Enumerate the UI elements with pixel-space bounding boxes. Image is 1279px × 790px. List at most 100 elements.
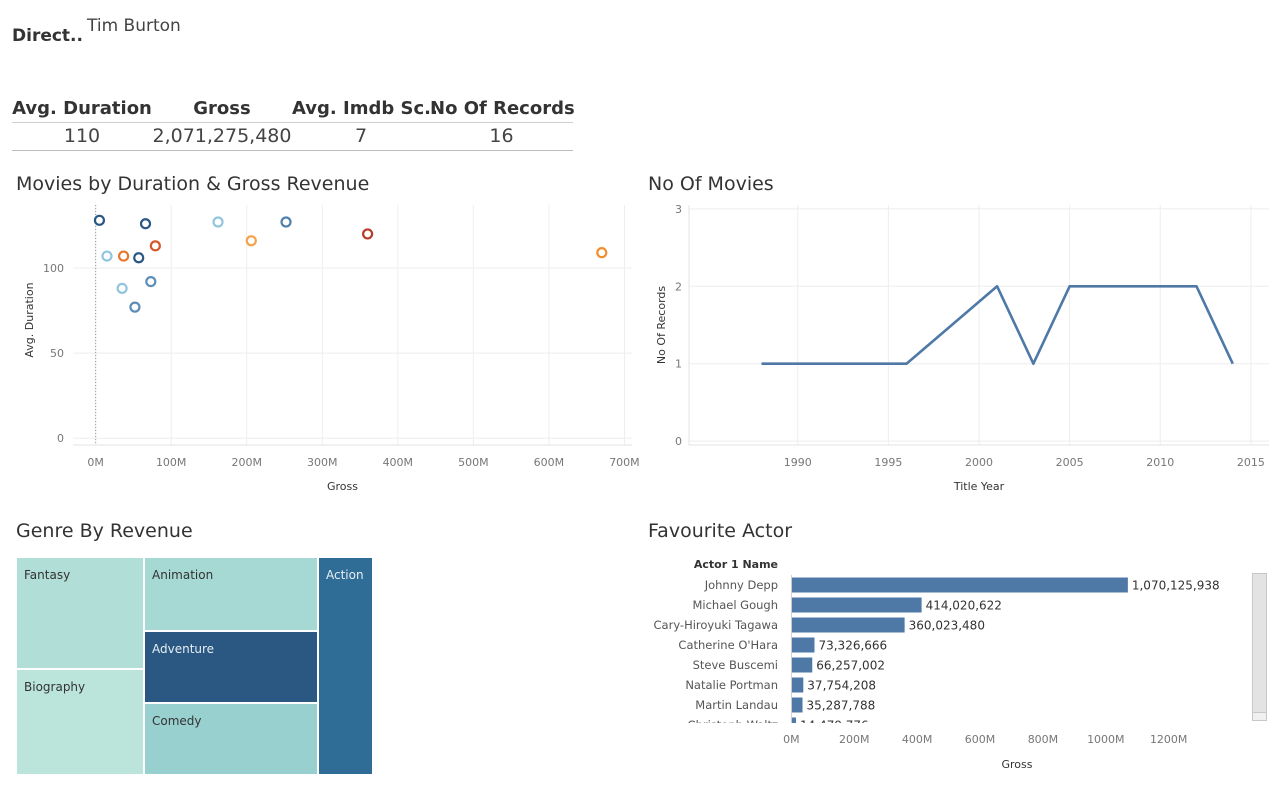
scatter-point[interactable] bbox=[212, 216, 224, 228]
treemap-cell-action[interactable]: Action bbox=[318, 557, 373, 775]
line-y-tick-label: 3 bbox=[675, 203, 682, 216]
bar-x-tick-label: 0M bbox=[783, 733, 800, 746]
line-x-tick-label: 2010 bbox=[1146, 456, 1174, 469]
scrollbar-thumb[interactable] bbox=[1253, 574, 1266, 713]
scatter-point[interactable] bbox=[145, 275, 157, 288]
treemap-cell-biography[interactable]: Biography bbox=[16, 669, 144, 775]
scatter-y-tick-label: 50 bbox=[50, 347, 64, 360]
kpi-table: Avg. Duration Gross Avg. Imdb Sc.. No Of… bbox=[12, 96, 575, 151]
bar-x-tick-label: 1200M bbox=[1150, 733, 1188, 746]
bar-category-label[interactable]: Steve Buscemi bbox=[693, 658, 778, 672]
kpi-header-gross: Gross bbox=[193, 98, 251, 119]
bar-natalie-portman[interactable] bbox=[791, 677, 804, 693]
scatter-point[interactable] bbox=[362, 228, 374, 240]
kpi-header-avg-duration: Avg. Duration bbox=[12, 98, 152, 119]
bar-steve-buscemi[interactable] bbox=[791, 657, 813, 673]
kpi-value-avg-duration: 110 bbox=[63, 125, 101, 147]
scatter-x-tick-label: 400M bbox=[383, 456, 414, 469]
bar-category-label[interactable]: Martin Landau bbox=[695, 698, 778, 712]
bar-value-label: 360,023,480 bbox=[909, 619, 985, 633]
line-x-tick-label: 2015 bbox=[1237, 456, 1265, 469]
line-y-axis-label: No Of Records bbox=[655, 286, 668, 364]
line-series-no-of-records[interactable] bbox=[761, 284, 1234, 366]
bar-category-label[interactable]: Christoph Waltz bbox=[688, 718, 778, 732]
scatter-point[interactable] bbox=[280, 216, 292, 228]
treemap-label: Adventure bbox=[152, 642, 215, 656]
scatter-x-tick-label: 500M bbox=[458, 456, 489, 469]
bar-value-label: 414,020,622 bbox=[926, 599, 1002, 613]
line-x-axis-label: Title Year bbox=[953, 480, 1005, 493]
scatter-y-tick-label: 100 bbox=[43, 262, 64, 275]
treemap-label: Biography bbox=[24, 680, 86, 694]
bar-value-label: 73,326,666 bbox=[818, 639, 887, 653]
treemap-cell-fantasy[interactable]: Fantasy bbox=[16, 557, 144, 669]
scatter-x-tick-label: 600M bbox=[534, 456, 565, 469]
bar-x-tick-label: 400M bbox=[902, 733, 933, 746]
scatter-point[interactable] bbox=[118, 250, 130, 262]
bar-category-label[interactable]: Catherine O'Hara bbox=[678, 638, 778, 652]
line-y-tick-label: 1 bbox=[675, 358, 682, 371]
kpi-header-row: Avg. Duration Gross Avg. Imdb Sc.. No Of… bbox=[12, 96, 575, 123]
bar-category-label[interactable]: Natalie Portman bbox=[685, 678, 778, 692]
line-chart[interactable]: 1990 1995 2000 2005 2010 2015 0 1 2 3 Title Year No… bbox=[640, 200, 1279, 500]
bar-michael-gough[interactable] bbox=[791, 597, 922, 613]
treemap-label: Comedy bbox=[152, 714, 202, 728]
scatter-y-tick-label: 0 bbox=[57, 432, 64, 445]
bar-title: Favourite Actor bbox=[648, 520, 793, 542]
actor-list-scrollbar[interactable] bbox=[1252, 573, 1267, 721]
scatter-chart[interactable]: 0M 100M 200M 300M 400M 500M 600M 700M 0 50 100 Gros… bbox=[0, 200, 640, 500]
kpi-value-gross: 2,071,275,480 bbox=[152, 125, 292, 147]
bar-martin-landau[interactable] bbox=[791, 697, 803, 713]
line-x-tick-label: 1990 bbox=[784, 456, 812, 469]
bar-category-label[interactable]: Cary-Hiroyuki Tagawa bbox=[654, 618, 778, 632]
treemap-label: Fantasy bbox=[24, 568, 71, 582]
bar-cary-hiroyuki-tagawa[interactable] bbox=[791, 617, 905, 633]
bar-value-label: 37,754,208 bbox=[807, 679, 876, 693]
scatter-point[interactable] bbox=[101, 250, 113, 262]
kpi-value-no-of-records: 16 bbox=[489, 125, 514, 147]
actor-bar-chart[interactable]: Actor 1 Name Johnny Depp 1,070,125,938 Mich… bbox=[640, 550, 1250, 780]
kpi-value-row: 110 2,071,275,480 7 16 bbox=[12, 123, 573, 151]
bar-x-tick-label: 600M bbox=[965, 733, 996, 746]
treemap-label: Action bbox=[326, 568, 364, 582]
kpi-header-no-of-records: No Of Records bbox=[430, 98, 575, 119]
scatter-y-axis-label: Avg. Duration bbox=[23, 282, 36, 357]
scatter-title: Movies by Duration & Gross Revenue bbox=[16, 173, 370, 195]
bar-christoph-waltz[interactable] bbox=[791, 717, 796, 733]
bar-value-label: 66,257,002 bbox=[816, 659, 885, 673]
bar-category-label[interactable]: Johnny Depp bbox=[704, 578, 778, 592]
scatter-x-tick-label: 0M bbox=[87, 456, 104, 469]
bar-category-label[interactable]: Michael Gough bbox=[692, 598, 778, 612]
line-title: No Of Movies bbox=[648, 173, 774, 195]
scatter-point[interactable] bbox=[149, 240, 161, 252]
treemap-cell-adventure[interactable]: Adventure bbox=[144, 631, 318, 703]
kpi-value-avg-imdb-score: 7 bbox=[354, 125, 368, 147]
kpi-header-avg-imdb-score: Avg. Imdb Sc.. bbox=[292, 98, 438, 119]
scatter-point[interactable] bbox=[129, 301, 141, 313]
bar-value-label: 14,479,776 bbox=[800, 719, 869, 733]
bar-johnny-depp[interactable] bbox=[791, 577, 1128, 593]
line-x-tick-label: 1995 bbox=[874, 456, 902, 469]
bar-catherine-o-hara[interactable] bbox=[791, 637, 815, 653]
scatter-point[interactable] bbox=[116, 282, 128, 295]
bar-rows: Johnny Depp 1,070,125,938 Michael Gough 414… bbox=[654, 577, 1220, 733]
bar-x-axis-label: Gross bbox=[1002, 758, 1033, 771]
genre-treemap: Fantasy Biography Animation Adventure Comedy… bbox=[16, 557, 373, 775]
bar-x-tick-label: 800M bbox=[1028, 733, 1059, 746]
scatter-point[interactable] bbox=[245, 235, 257, 247]
director-filter-value[interactable]: Tim Burton bbox=[87, 16, 181, 36]
line-x-tick-label: 2005 bbox=[1056, 456, 1084, 469]
scatter-point[interactable] bbox=[93, 214, 106, 226]
bar-category-header: Actor 1 Name bbox=[694, 558, 778, 571]
scatter-point[interactable] bbox=[596, 247, 608, 259]
treemap-cell-animation[interactable]: Animation bbox=[144, 557, 318, 631]
scatter-x-tick-label: 100M bbox=[156, 456, 187, 469]
treemap-title: Genre By Revenue bbox=[16, 520, 193, 542]
bar-value-label: 1,070,125,938 bbox=[1132, 579, 1220, 593]
treemap-cell-comedy[interactable]: Comedy bbox=[144, 703, 318, 775]
bar-value-label: 35,287,788 bbox=[807, 699, 876, 713]
director-filter-label: Direct.. bbox=[12, 26, 83, 46]
scatter-point[interactable] bbox=[133, 252, 145, 264]
scatter-x-axis-label: Gross bbox=[327, 480, 358, 493]
scatter-point[interactable] bbox=[139, 218, 152, 230]
